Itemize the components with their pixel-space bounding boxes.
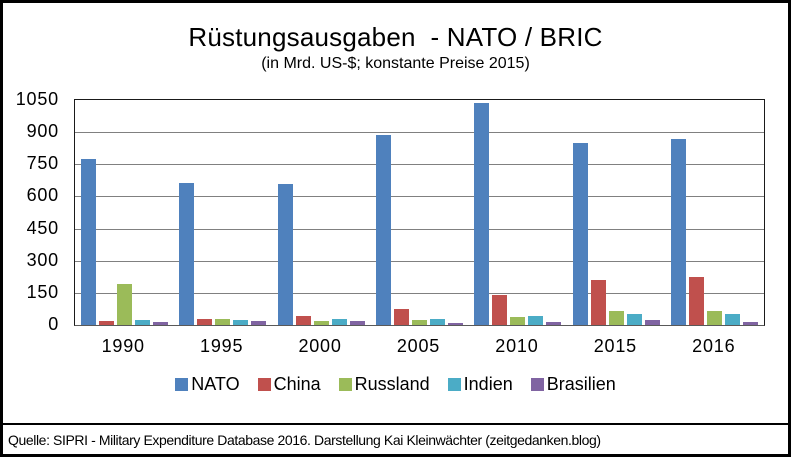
x-tick-label: 2015 [593, 336, 637, 356]
bar-indien-2016 [725, 313, 741, 325]
bar-china-1990 [98, 320, 114, 325]
legend-swatch-icon [447, 377, 461, 391]
x-tick-label: 1990 [101, 336, 145, 356]
bar-indien-2005 [429, 319, 445, 325]
bar-brasilien-2016 [743, 322, 759, 325]
bar-group-1995 [173, 100, 271, 325]
gridline [75, 228, 764, 230]
legend-label: China [273, 374, 321, 394]
bar-nato-1995 [179, 182, 195, 325]
legend-item-nato: NATO [175, 374, 240, 394]
bar-brasilien-2015 [644, 320, 660, 325]
bar-indien-2015 [626, 314, 642, 325]
bar-group-2015 [567, 100, 665, 325]
bar-china-2000 [295, 316, 311, 325]
plot-area [74, 99, 765, 326]
bar-group-2016 [666, 100, 764, 325]
gridline [75, 292, 764, 294]
bar-russland-1995 [215, 319, 231, 325]
legend-label: Russland [354, 374, 430, 394]
bar-china-2005 [393, 308, 409, 325]
gridline [75, 260, 764, 262]
legend-label: Brasilien [546, 374, 616, 394]
bar-indien-1990 [134, 320, 150, 325]
bar-indien-2010 [528, 316, 544, 325]
bar-china-2016 [689, 276, 705, 325]
bar-russland-2016 [707, 310, 723, 325]
bar-china-1995 [197, 319, 213, 325]
bar-indien-1995 [233, 320, 249, 325]
footer-divider [3, 423, 788, 425]
y-tick-label: 0 [48, 314, 59, 334]
bar-group-2000 [272, 100, 370, 325]
bar-group-2005 [370, 100, 468, 325]
bar-brasilien-2005 [447, 322, 463, 325]
x-tick-label: 2016 [692, 336, 736, 356]
x-tick-label: 2005 [396, 336, 441, 356]
legend: NATO China Russland Indien Brasilien [3, 374, 788, 394]
bar-russland-1990 [116, 284, 132, 325]
y-tick-label: 450 [26, 217, 59, 238]
source-note: Quelle: SIPRI - Military Expenditure Dat… [8, 432, 601, 448]
bar-russland-2000 [313, 320, 329, 325]
legend-label: NATO [191, 374, 240, 394]
x-tick-label: 2000 [298, 336, 342, 356]
bar-group-2010 [469, 100, 567, 325]
bar-brasilien-1995 [251, 321, 267, 325]
bar-china-2015 [590, 280, 606, 325]
bar-brasilien-2000 [349, 321, 365, 325]
bar-russland-2010 [510, 316, 526, 325]
chart-title: Rüstungsausgaben - NATO / BRIC [188, 22, 603, 52]
gridline [75, 132, 764, 134]
bar-nato-2010 [474, 103, 490, 325]
bar-nato-1990 [80, 158, 96, 325]
legend-item-indien: Indien [447, 374, 513, 394]
legend-swatch-icon [257, 377, 271, 391]
legend-swatch-icon [530, 377, 544, 391]
legend-item-russland: Russland [338, 374, 430, 394]
y-tick-label: 300 [26, 249, 59, 270]
legend-item-brasilien: Brasilien [530, 374, 616, 394]
bar-nato-2000 [277, 183, 293, 325]
chart-subtitle: (in Mrd. US-$; konstante Preise 2015) [261, 55, 530, 72]
legend-swatch-icon [175, 377, 189, 391]
y-tick-label: 1050 [15, 89, 59, 109]
bar-group-1990 [75, 100, 173, 325]
bar-brasilien-1990 [152, 321, 168, 325]
y-tick-label: 150 [26, 281, 59, 302]
bar-brasilien-2010 [546, 322, 562, 325]
bar-nato-2016 [671, 138, 687, 325]
y-tick-label: 750 [26, 153, 59, 174]
gridline [75, 196, 764, 198]
bar-russland-2005 [411, 319, 427, 325]
bar-indien-2000 [331, 319, 347, 325]
y-tick-label: 600 [26, 185, 59, 206]
x-tick-label: 2010 [495, 336, 539, 356]
legend-swatch-icon [338, 377, 352, 391]
bar-russland-2015 [608, 311, 624, 325]
legend-label: Indien [463, 374, 513, 394]
bar-china-2010 [492, 295, 508, 325]
y-tick-label: 900 [26, 121, 59, 142]
legend-item-china: China [257, 374, 321, 394]
bar-nato-2015 [572, 142, 588, 325]
gridline [75, 164, 764, 166]
bar-nato-2005 [375, 135, 391, 325]
x-tick-label: 1995 [200, 336, 244, 356]
